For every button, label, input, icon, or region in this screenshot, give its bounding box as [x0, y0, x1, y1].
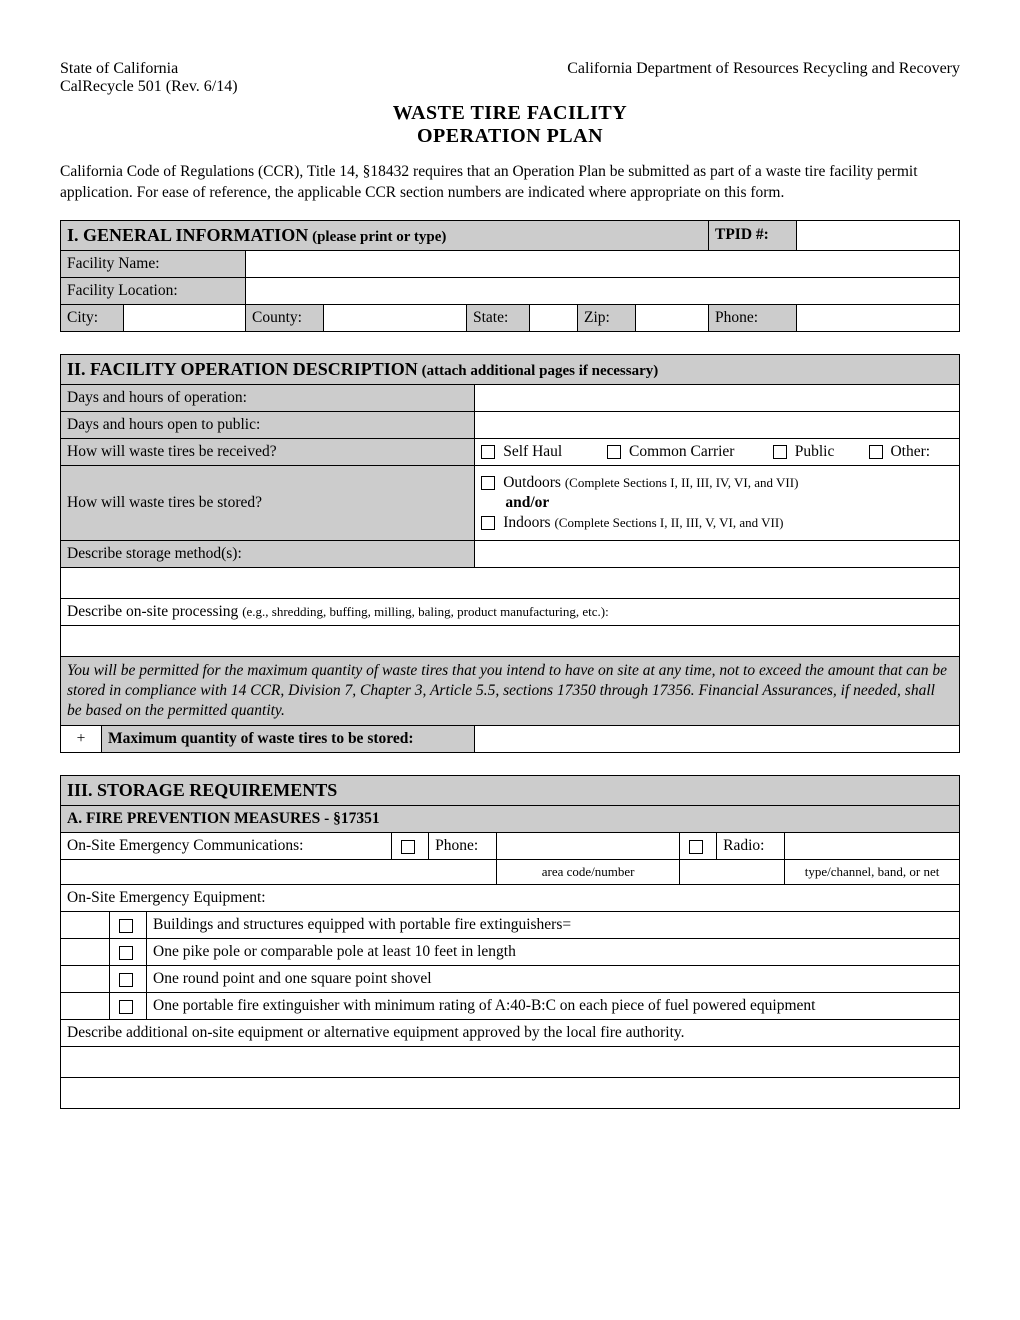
equip-item-1: One pike pole or comparable pole at leas…	[147, 939, 960, 966]
received-label: How will waste tires be received?	[61, 438, 475, 465]
onsite-comm-label: On-Site Emergency Communications:	[61, 833, 392, 860]
checkbox-equip-0[interactable]	[119, 919, 133, 933]
checkbox-public[interactable]	[773, 445, 787, 459]
city-input[interactable]	[124, 304, 246, 331]
title-line2: OPERATION PLAN	[60, 125, 960, 148]
describe-storage-label: Describe storage method(s):	[61, 540, 475, 567]
equip-item-0: Buildings and structures equipped with p…	[147, 912, 960, 939]
checkbox-equip-2[interactable]	[119, 973, 133, 987]
checkbox-other[interactable]	[869, 445, 883, 459]
describe-additional-input-1[interactable]	[61, 1047, 960, 1078]
section2-heading: II. FACILITY OPERATION DESCRIPTION	[67, 359, 418, 379]
county-label: County:	[246, 304, 324, 331]
comm-phone-input[interactable]	[497, 833, 680, 860]
facility-location-input[interactable]	[246, 277, 960, 304]
plus-symbol: +	[61, 726, 102, 753]
facility-name-input[interactable]	[246, 250, 960, 277]
checkbox-comm-radio[interactable]	[689, 840, 703, 854]
phone-hint: area code/number	[497, 860, 680, 885]
opt-self-haul: Self Haul	[503, 443, 603, 461]
checkbox-indoors[interactable]	[481, 516, 495, 530]
radio-hint: type/channel, band, or net	[785, 860, 960, 885]
days-hours-public-label: Days and hours open to public:	[61, 411, 475, 438]
checkbox-common-carrier[interactable]	[607, 445, 621, 459]
describe-processing-input[interactable]	[61, 625, 960, 656]
describe-storage-input[interactable]	[475, 540, 960, 567]
section1-heading-note: (please print or type)	[312, 229, 446, 245]
form-id: CalRecycle 501 (Rev. 6/14)	[60, 78, 238, 96]
facility-name-label: Facility Name:	[61, 250, 246, 277]
describe-additional-input-2[interactable]	[61, 1078, 960, 1109]
tpid-input[interactable]	[797, 220, 960, 250]
permit-note: You will be permitted for the maximum qu…	[61, 656, 960, 725]
stored-label: How will waste tires be stored?	[61, 465, 475, 540]
checkbox-comm-phone[interactable]	[401, 840, 415, 854]
days-hours-op-input[interactable]	[475, 384, 960, 411]
stored-indoors: Indoors	[503, 514, 550, 531]
form-title: WASTE TIRE FACILITY OPERATION PLAN	[60, 102, 960, 148]
zip-label: Zip:	[578, 304, 636, 331]
comm-radio-label: Radio:	[717, 833, 785, 860]
state-label: State of California	[60, 60, 238, 78]
max-qty-label: Maximum quantity of waste tires to be st…	[102, 726, 475, 753]
city-label: City:	[61, 304, 124, 331]
section1-table: I. GENERAL INFORMATION (please print or …	[60, 220, 960, 332]
section2-table: II. FACILITY OPERATION DESCRIPTION (atta…	[60, 354, 960, 753]
state-input[interactable]	[530, 304, 578, 331]
tpid-label: TPID #:	[709, 220, 797, 250]
describe-processing-note: (e.g., shredding, buffing, milling, bali…	[242, 604, 609, 619]
comm-radio-input[interactable]	[785, 833, 960, 860]
phone-label: Phone:	[709, 304, 797, 331]
days-hours-op-label: Days and hours of operation:	[61, 384, 475, 411]
department-label: California Department of Resources Recyc…	[567, 60, 960, 78]
state-label: State:	[467, 304, 530, 331]
opt-other: Other:	[890, 443, 930, 460]
stored-outdoors-note: (Complete Sections I, II, III, IV, VI, a…	[565, 475, 799, 490]
max-qty-input[interactable]	[475, 726, 960, 753]
opt-public: Public	[795, 443, 865, 461]
checkbox-equip-3[interactable]	[119, 1000, 133, 1014]
header-left: State of California CalRecycle 501 (Rev.…	[60, 60, 238, 96]
page-header: State of California CalRecycle 501 (Rev.…	[60, 60, 960, 96]
describe-additional-label: Describe additional on-site equipment or…	[61, 1020, 960, 1047]
phone-input[interactable]	[797, 304, 960, 331]
checkbox-self-haul[interactable]	[481, 445, 495, 459]
checkbox-outdoors[interactable]	[481, 476, 495, 490]
section3-table: III. STORAGE REQUIREMENTS A. FIRE PREVEN…	[60, 775, 960, 1109]
section3-subA: A. FIRE PREVENTION MEASURES - §17351	[61, 806, 960, 833]
zip-input[interactable]	[636, 304, 709, 331]
stored-andor: and/or	[505, 494, 953, 512]
stored-indoors-note: (Complete Sections I, II, III, V, VI, an…	[554, 515, 783, 530]
facility-location-label: Facility Location:	[61, 277, 246, 304]
equip-item-3: One portable fire extinguisher with mini…	[147, 993, 960, 1020]
intro-paragraph: California Code of Regulations (CCR), Ti…	[60, 162, 960, 204]
onsite-equip-label: On-Site Emergency Equipment:	[61, 885, 960, 912]
county-input[interactable]	[324, 304, 467, 331]
title-line1: WASTE TIRE FACILITY	[60, 102, 960, 125]
section1-heading: I. GENERAL INFORMATION	[67, 225, 308, 245]
header-right: California Department of Resources Recyc…	[567, 60, 960, 96]
equip-item-2: One round point and one square point sho…	[147, 966, 960, 993]
days-hours-public-input[interactable]	[475, 411, 960, 438]
comm-phone-label: Phone:	[429, 833, 497, 860]
opt-common-carrier: Common Carrier	[629, 443, 769, 461]
describe-storage-input-2[interactable]	[61, 567, 960, 598]
checkbox-equip-1[interactable]	[119, 946, 133, 960]
stored-outdoors: Outdoors	[503, 474, 561, 491]
section2-heading-note: (attach additional pages if necessary)	[422, 363, 659, 379]
section3-heading: III. STORAGE REQUIREMENTS	[61, 776, 960, 806]
describe-processing-label: Describe on-site processing	[67, 603, 238, 620]
